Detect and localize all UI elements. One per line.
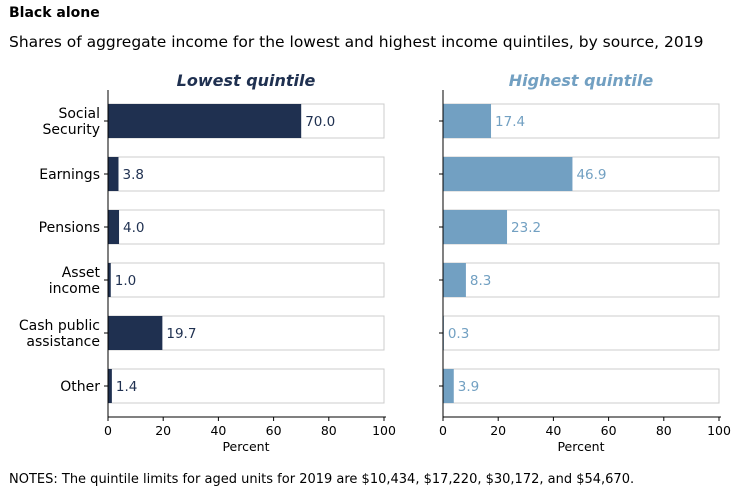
data-label: 3.9: [458, 379, 479, 395]
data-label: 70.0: [305, 114, 335, 130]
category-label: Social Security: [43, 106, 101, 138]
chart-supertitle: Black alone: [9, 5, 100, 21]
bar-lowest: [108, 263, 111, 297]
x-tick-label: 40: [545, 423, 561, 438]
data-label: 8.3: [470, 273, 491, 289]
category-label: Pensions: [39, 220, 100, 236]
bar-highest: [443, 263, 466, 297]
data-label: 17.4: [495, 114, 525, 130]
x-axis-label: Percent: [557, 439, 604, 454]
category-label: Cash public assistance: [19, 318, 100, 350]
bar-background: [107, 262, 385, 298]
data-label: 1.4: [116, 379, 137, 395]
chart-notes: NOTES: The quintile limits for aged unit…: [9, 472, 635, 487]
category-label: Other: [60, 379, 100, 395]
bar-background: [107, 209, 385, 245]
bar-highest: [443, 210, 508, 244]
x-axis-label: Percent: [222, 439, 269, 454]
x-tick-label: 0: [439, 423, 447, 438]
panel-title-lowest: Lowest quintile: [177, 71, 316, 90]
chart-title: Shares of aggregate income for the lowes…: [9, 33, 704, 51]
data-label: 4.0: [123, 220, 144, 236]
panel-highest-quintile: Highest quintile 17.4 46.9 23.2 8.3 0.3 3.9 0 20…: [439, 71, 731, 454]
category-label: Asset income: [49, 265, 101, 297]
panel-lowest-quintile: Lowest quintile 70.0 Social Security 3.8 Earn…: [19, 71, 396, 454]
data-label: 46.9: [576, 167, 606, 183]
x-tick-label: 100: [707, 423, 731, 438]
x-tick-label: 20: [155, 423, 171, 438]
data-label: 3.8: [122, 167, 143, 183]
bar-highest: [443, 157, 573, 191]
panel-title-highest: Highest quintile: [509, 71, 654, 90]
bar-lowest: [108, 210, 120, 244]
bar-lowest: [108, 157, 119, 191]
x-tick-label: 60: [266, 423, 282, 438]
x-tick-label: 80: [656, 423, 672, 438]
bar-lowest: [108, 316, 163, 350]
data-label: 19.7: [166, 326, 196, 342]
x-tick-label: 20: [490, 423, 506, 438]
category-label: Earnings: [39, 167, 100, 183]
x-tick-label: 80: [321, 423, 337, 438]
data-label: 0.3: [448, 326, 469, 342]
bar-highest: [443, 369, 454, 403]
bar-lowest: [108, 369, 112, 403]
bar-background: [442, 315, 720, 351]
x-tick-label: 40: [210, 423, 226, 438]
x-tick-label: 60: [601, 423, 617, 438]
data-label: 1.0: [115, 273, 136, 289]
x-tick-label: 0: [104, 423, 112, 438]
bar-highest: [443, 104, 492, 138]
bar-background: [442, 262, 720, 298]
bar-background: [107, 156, 385, 192]
bar-lowest: [108, 104, 302, 138]
x-tick-label: 100: [372, 423, 396, 438]
bar-background: [442, 368, 720, 404]
data-label: 23.2: [511, 220, 541, 236]
bar-background: [107, 368, 385, 404]
